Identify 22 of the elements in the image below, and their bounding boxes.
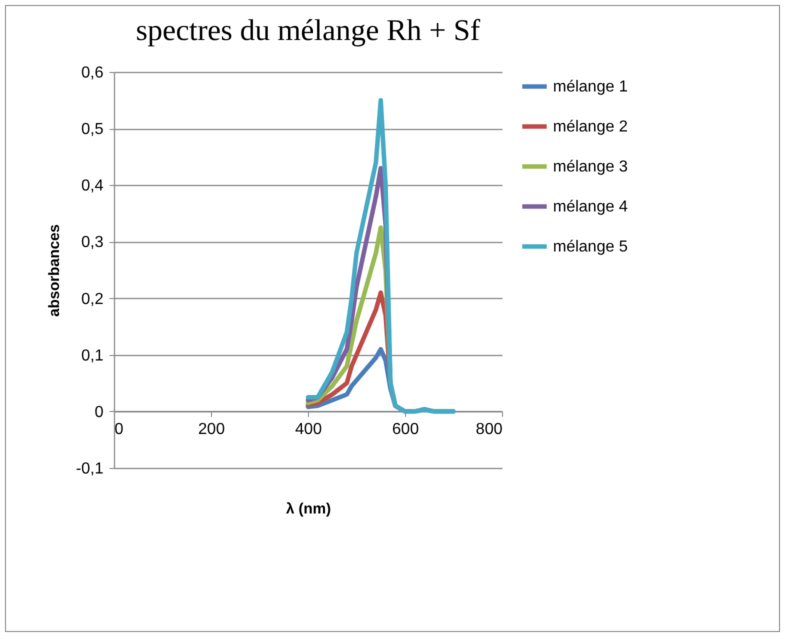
y-tick-label: 0,5 bbox=[81, 121, 104, 138]
chart-title: spectres du mélange Rh + Sf bbox=[136, 14, 480, 47]
x-axis-title: λ (nm) bbox=[286, 500, 332, 518]
legend-label: mélange 3 bbox=[553, 158, 628, 176]
x-tick-label: 800 bbox=[476, 420, 503, 438]
legend-label: mélange 2 bbox=[553, 118, 628, 136]
legend-label: mélange 1 bbox=[553, 78, 628, 96]
y-tick-label: 0,3 bbox=[81, 234, 104, 252]
legend-label: mélange 5 bbox=[553, 238, 628, 256]
y-tick-label: 0,6 bbox=[81, 64, 104, 82]
y-tick-label: -0,1 bbox=[76, 460, 104, 478]
x-tick-label: 600 bbox=[392, 420, 419, 438]
y-axis-title: absorbances bbox=[46, 224, 63, 317]
y-tick-label: 0 bbox=[94, 404, 104, 421]
x-tick-label: 200 bbox=[198, 420, 225, 438]
line-series bbox=[306, 98, 456, 414]
y-tick-label: 0,2 bbox=[81, 290, 104, 308]
y-tick-label: 0,1 bbox=[81, 347, 104, 364]
x-tick-label: 400 bbox=[295, 420, 322, 438]
y-tick-label: 0,4 bbox=[81, 178, 104, 195]
legend-label: mélange 4 bbox=[553, 198, 628, 216]
x-tick-label: 0 bbox=[114, 420, 124, 438]
